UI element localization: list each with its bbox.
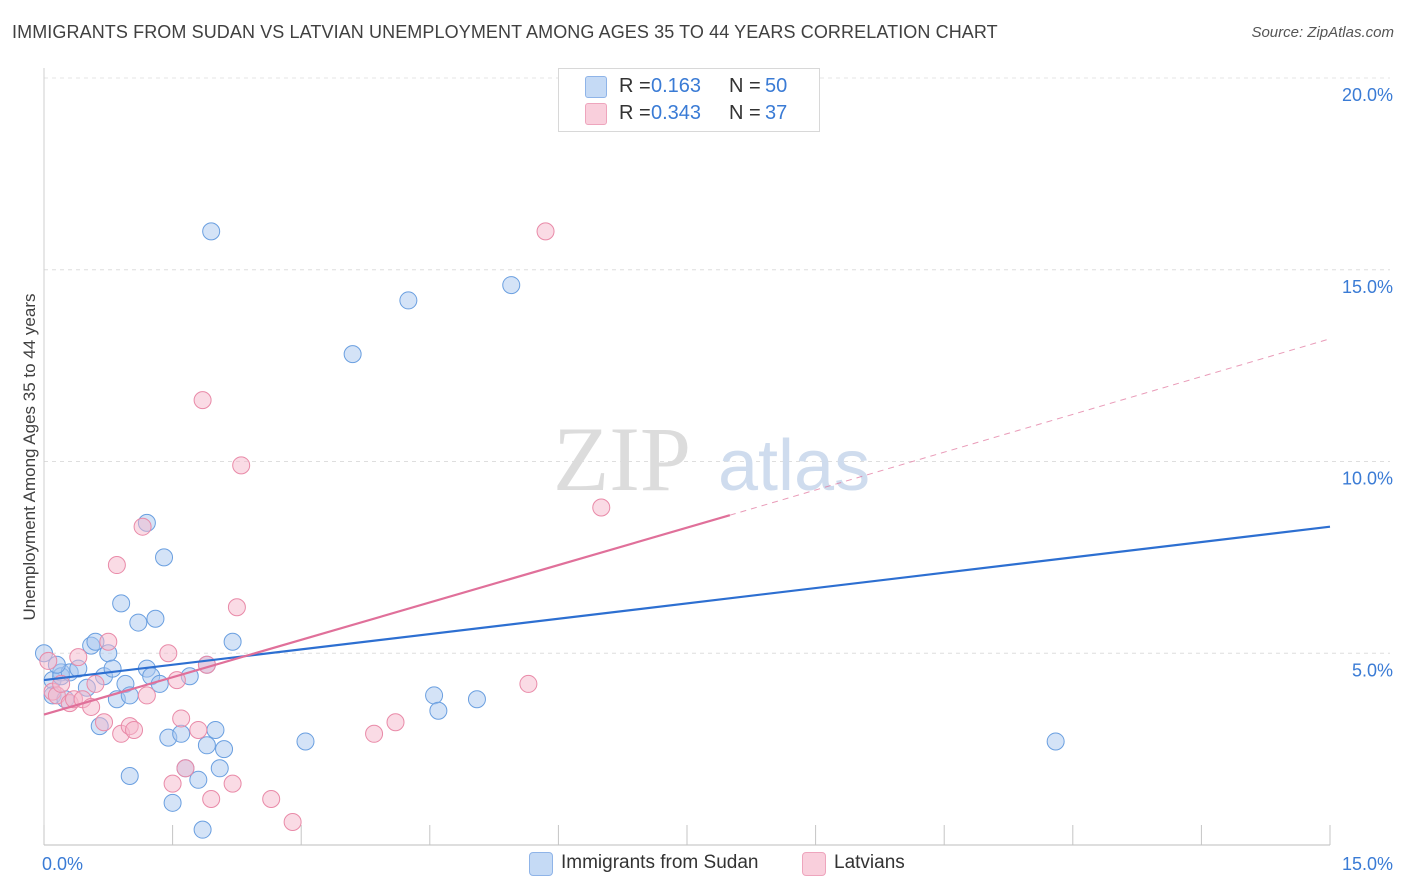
point-sudan xyxy=(129,613,148,632)
point-latvians xyxy=(39,651,58,670)
legend-swatch-latvians xyxy=(585,103,607,125)
point-sudan xyxy=(1046,732,1065,751)
point-latvians xyxy=(107,556,126,575)
point-latvians xyxy=(202,789,221,808)
point-latvians xyxy=(133,517,152,536)
legend-swatch-sudan xyxy=(585,76,607,98)
legend-n-label: N = xyxy=(729,75,761,97)
point-latvians xyxy=(227,598,246,617)
tick-labels: 5.0% 10.0% 15.0% 20.0% 0.0% 15.0% xyxy=(42,85,1393,874)
watermark: ZIP atlas xyxy=(553,408,870,510)
legend-r-value: 0.163 xyxy=(651,75,702,97)
point-latvians xyxy=(189,720,208,739)
point-latvians xyxy=(223,774,242,793)
point-sudan xyxy=(193,820,212,839)
point-sudan xyxy=(146,609,165,628)
point-sudan xyxy=(112,594,131,613)
point-sudan xyxy=(155,548,174,567)
point-sudan xyxy=(202,222,221,241)
grid-lines xyxy=(44,77,1390,654)
point-sudan xyxy=(223,632,242,651)
bottom-legend-label-sudan: Immigrants from Sudan xyxy=(561,852,759,873)
legend-r-label: R = xyxy=(619,102,651,124)
point-latvians xyxy=(193,391,212,410)
point-latvians xyxy=(536,222,555,241)
point-sudan xyxy=(172,724,191,743)
bottom-legend-swatch-latvians xyxy=(802,852,826,876)
point-latvians xyxy=(365,724,384,743)
axes xyxy=(43,68,1331,846)
point-sudan xyxy=(197,736,216,755)
point-latvians xyxy=(52,674,71,693)
point-sudan xyxy=(120,766,139,785)
point-latvians xyxy=(232,456,251,475)
point-sudan xyxy=(206,720,225,739)
legend-n-label: N = xyxy=(729,102,761,124)
point-latvians xyxy=(137,686,156,705)
correlation-legend: R = 0.163 N = 50 R = 0.343 N = 37 xyxy=(558,68,820,132)
bottom-legend-label-latvians: Latvians xyxy=(834,852,905,873)
point-latvians xyxy=(176,759,195,778)
point-sudan xyxy=(429,701,448,720)
chart-title: IMMIGRANTS FROM SUDAN VS LATVIAN UNEMPLO… xyxy=(12,22,998,42)
point-sudan xyxy=(163,793,182,812)
trend-lines xyxy=(43,338,1331,716)
point-sudan xyxy=(210,759,229,778)
legend-n-value: 37 xyxy=(765,102,788,124)
x-tick-label: 15.0% xyxy=(1342,854,1393,874)
point-latvians xyxy=(99,632,118,651)
watermark-zip: ZIP xyxy=(553,408,691,510)
y-tick-label: 15.0% xyxy=(1342,277,1393,297)
point-sudan xyxy=(425,686,444,705)
point-latvians xyxy=(519,674,538,693)
point-sudan xyxy=(502,276,521,295)
point-latvians xyxy=(172,709,191,728)
watermark-atlas: atlas xyxy=(718,426,870,506)
legend-r-value: 0.343 xyxy=(651,102,702,124)
point-sudan xyxy=(189,770,208,789)
point-latvians xyxy=(86,674,105,693)
point-sudan xyxy=(103,659,122,678)
point-latvians xyxy=(69,648,88,667)
y-tick-label: 5.0% xyxy=(1352,660,1393,680)
point-latvians xyxy=(283,812,302,831)
trend-line-latvians xyxy=(43,514,731,716)
y-tick-label: 20.0% xyxy=(1342,85,1393,105)
data-points xyxy=(35,222,1065,839)
point-latvians xyxy=(262,789,281,808)
point-latvians xyxy=(592,498,611,517)
legend-r-label: R = xyxy=(619,75,651,97)
point-sudan xyxy=(215,740,234,759)
point-latvians xyxy=(95,713,114,732)
point-sudan xyxy=(343,345,362,364)
bottom-legend-swatch-sudan xyxy=(529,852,553,876)
point-sudan xyxy=(399,291,418,310)
source-label: Source: ZipAtlas.com xyxy=(1251,24,1394,41)
point-sudan xyxy=(296,732,315,751)
point-latvians xyxy=(386,713,405,732)
y-tick-label: 10.0% xyxy=(1342,469,1393,489)
point-latvians xyxy=(125,720,144,739)
point-latvians xyxy=(163,774,182,793)
trend-line-sudan xyxy=(43,525,1331,682)
legend-n-value: 50 xyxy=(765,75,788,97)
point-latvians xyxy=(159,644,178,663)
point-sudan xyxy=(467,690,486,709)
trend-line-latvians-extension xyxy=(729,338,1331,516)
x-tick-label: 0.0% xyxy=(42,854,83,874)
